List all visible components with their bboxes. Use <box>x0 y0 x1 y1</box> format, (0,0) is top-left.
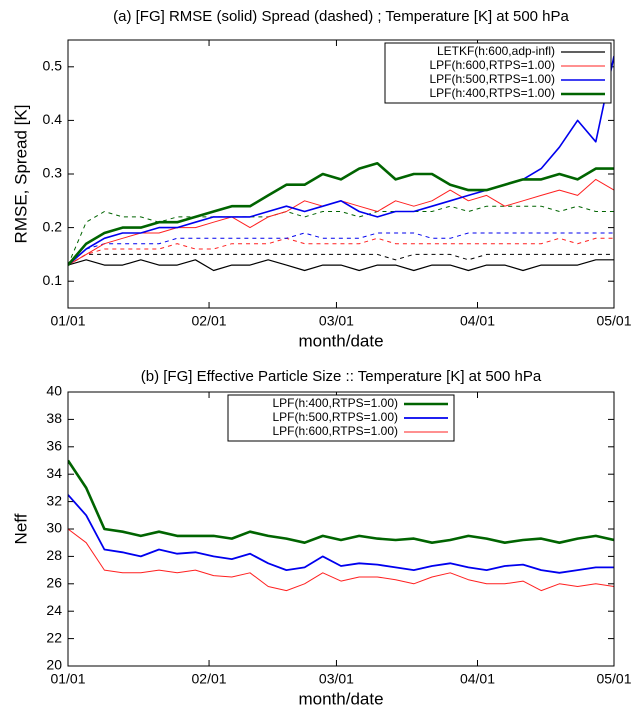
spread-line <box>68 232 614 266</box>
series-line <box>68 528 614 592</box>
x-tick-label: 04/01 <box>460 313 495 329</box>
y-tick-label: 0.4 <box>43 111 63 127</box>
series-line <box>68 259 614 272</box>
y-tick-label: 34 <box>46 465 62 481</box>
series-line <box>68 162 614 266</box>
spread-line <box>68 237 614 266</box>
y-tick-label: 0.5 <box>43 58 63 74</box>
y-tick-label: 32 <box>46 492 62 508</box>
legend-text: LPF(h:400,RTPS=1.00) <box>429 86 555 100</box>
legend-text: LPF(h:600,RTPS=1.00) <box>272 424 398 438</box>
x-tick-label: 01/01 <box>50 671 85 687</box>
y-tick-label: 20 <box>46 657 62 673</box>
y-tick-label: 30 <box>46 520 62 536</box>
plot-frame <box>67 39 615 309</box>
legend-text: LPF(h:500,RTPS=1.00) <box>429 72 555 86</box>
y-tick-label: 40 <box>46 383 62 399</box>
series-line <box>68 494 614 574</box>
y-axis-label: RMSE, Spread [K] <box>11 105 30 244</box>
y-tick-label: 38 <box>46 410 62 426</box>
series-line <box>68 178 614 266</box>
legend-text: LPF(h:400,RTPS=1.00) <box>272 396 398 410</box>
x-axis-label: month/date <box>298 331 383 350</box>
x-tick-label: 03/01 <box>319 671 354 687</box>
x-tick-label: 02/01 <box>192 671 227 687</box>
spread-line <box>68 205 614 266</box>
y-tick-label: 0.3 <box>43 165 63 181</box>
x-tick-label: 02/01 <box>192 313 227 329</box>
y-tick-label: 0.2 <box>43 218 63 234</box>
chart-title: (a) [FG] RMSE (solid) Spread (dashed) ; … <box>113 8 569 25</box>
y-tick-label: 36 <box>46 438 62 454</box>
legend-text: LPF(h:600,RTPS=1.00) <box>429 58 555 72</box>
y-axis-label: Neff <box>11 513 30 544</box>
spread-line <box>68 253 614 266</box>
series-line <box>68 459 614 544</box>
plot-frame <box>67 391 615 667</box>
y-tick-label: 28 <box>46 547 62 563</box>
x-tick-label: 04/01 <box>460 671 495 687</box>
chart-title: (b) [FG] Effective Particle Size :: Temp… <box>141 368 542 385</box>
y-tick-label: 24 <box>46 602 62 618</box>
x-tick-label: 05/01 <box>596 671 631 687</box>
x-tick-label: 01/01 <box>50 313 85 329</box>
x-tick-label: 03/01 <box>319 313 354 329</box>
legend-text: LPF(h:500,RTPS=1.00) <box>272 410 398 424</box>
y-tick-label: 0.1 <box>43 272 63 288</box>
y-tick-label: 26 <box>46 575 62 591</box>
x-tick-label: 05/01 <box>596 313 631 329</box>
y-tick-label: 22 <box>46 629 62 645</box>
legend-text: LETKF(h:600,adp-infl) <box>437 44 555 58</box>
x-axis-label: month/date <box>298 689 383 708</box>
